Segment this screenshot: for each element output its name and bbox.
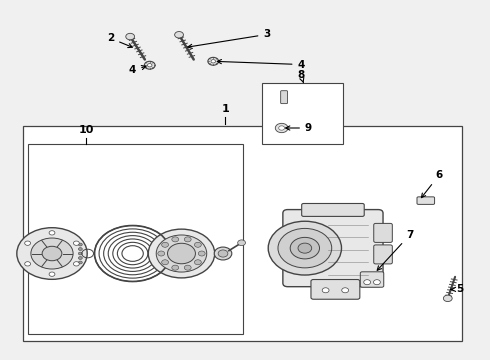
Circle shape — [74, 241, 79, 245]
Circle shape — [74, 262, 79, 266]
FancyBboxPatch shape — [311, 279, 360, 299]
Circle shape — [148, 229, 215, 278]
FancyBboxPatch shape — [360, 272, 384, 287]
Circle shape — [195, 260, 201, 265]
Circle shape — [208, 57, 219, 65]
FancyBboxPatch shape — [281, 91, 288, 104]
Circle shape — [78, 252, 82, 255]
Circle shape — [78, 243, 82, 246]
FancyBboxPatch shape — [374, 245, 392, 264]
Circle shape — [184, 237, 191, 242]
Circle shape — [218, 250, 228, 257]
Circle shape — [49, 231, 55, 235]
Circle shape — [290, 237, 319, 259]
Circle shape — [158, 251, 165, 256]
Circle shape — [78, 257, 82, 260]
Circle shape — [364, 280, 370, 285]
Text: 3: 3 — [188, 30, 270, 49]
Circle shape — [195, 242, 201, 247]
Circle shape — [211, 60, 216, 63]
Circle shape — [24, 262, 30, 266]
Text: 4: 4 — [217, 59, 305, 69]
Circle shape — [162, 242, 169, 247]
Circle shape — [145, 61, 155, 69]
Circle shape — [126, 33, 135, 40]
Bar — [27, 144, 243, 334]
Circle shape — [78, 261, 82, 264]
Circle shape — [17, 228, 87, 279]
Circle shape — [184, 265, 191, 270]
Circle shape — [172, 265, 179, 270]
Circle shape — [31, 238, 73, 269]
FancyBboxPatch shape — [283, 210, 383, 287]
Bar — [262, 83, 343, 144]
Circle shape — [238, 240, 245, 246]
Bar — [23, 126, 463, 341]
FancyBboxPatch shape — [374, 224, 392, 242]
Circle shape — [49, 272, 55, 276]
Circle shape — [373, 280, 380, 285]
FancyBboxPatch shape — [302, 203, 364, 216]
FancyBboxPatch shape — [417, 197, 435, 204]
Circle shape — [298, 243, 312, 253]
Circle shape — [147, 64, 152, 67]
Text: 4: 4 — [129, 65, 146, 75]
Text: 2: 2 — [107, 33, 132, 48]
Circle shape — [268, 221, 342, 275]
Text: 7: 7 — [377, 230, 414, 270]
Circle shape — [78, 248, 82, 251]
Text: 9: 9 — [286, 123, 312, 133]
Circle shape — [168, 243, 196, 264]
Circle shape — [172, 237, 179, 242]
Text: 5: 5 — [451, 284, 464, 294]
Text: 8: 8 — [297, 70, 304, 83]
Circle shape — [214, 247, 232, 260]
Circle shape — [162, 260, 169, 265]
Circle shape — [174, 32, 183, 38]
Circle shape — [278, 228, 332, 268]
Text: 10: 10 — [78, 125, 94, 135]
Circle shape — [322, 288, 329, 293]
Circle shape — [42, 246, 62, 261]
Circle shape — [443, 295, 452, 302]
Circle shape — [279, 126, 285, 130]
Text: 6: 6 — [421, 170, 443, 198]
Circle shape — [198, 251, 205, 256]
Circle shape — [156, 235, 207, 272]
Text: 1: 1 — [221, 104, 229, 114]
Circle shape — [342, 288, 348, 293]
Circle shape — [275, 123, 288, 133]
Circle shape — [24, 241, 30, 245]
